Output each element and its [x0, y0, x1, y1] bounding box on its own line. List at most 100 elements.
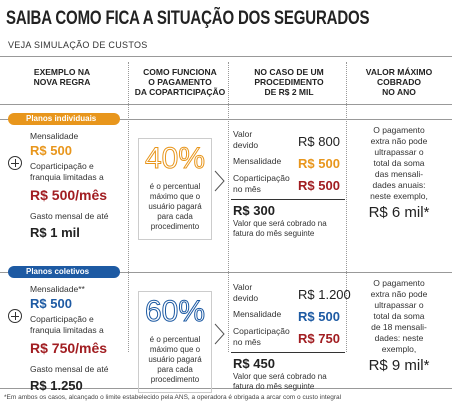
percent: 60%: [144, 295, 206, 328]
section-label: Planos individuais: [8, 113, 120, 125]
row-value: R$ 500: [298, 309, 340, 324]
arrow-icon: [214, 323, 225, 345]
percent: 40%: [144, 142, 206, 175]
row-value: R$ 750: [298, 331, 340, 346]
arrow-icon: [214, 170, 225, 192]
column-header: O PAGAMENTO: [148, 77, 212, 87]
row-label: no mês: [233, 184, 261, 194]
max-note: O pagamento: [373, 125, 425, 135]
row-label: Valor: [233, 282, 253, 292]
arrow: [214, 323, 226, 345]
footnote: *Em ambos os casos, alcançado o limite e…: [4, 394, 342, 401]
result-note: fatura do mês seguinte: [233, 382, 315, 391]
max-value: R$ 6 mil*: [368, 204, 430, 221]
result: R$ 450: [233, 356, 275, 371]
divider: [128, 62, 129, 352]
section-label: Planos coletivos: [8, 266, 120, 278]
row-label: no mês: [233, 337, 261, 347]
percent-note: para cada: [157, 212, 193, 221]
total-label: Gasto mensal de até: [30, 364, 109, 374]
max-note: dades anuais:: [372, 180, 426, 190]
plus-v: [15, 312, 16, 320]
max-note: neste exemplo,: [370, 191, 428, 201]
row-label: Mensalidade: [233, 156, 282, 166]
max-note: de 18 mensali-: [371, 322, 427, 332]
subtitle: VEJA SIMULAÇÃO DE CUSTOS: [8, 40, 148, 50]
plus-icon: [8, 156, 22, 170]
result-note: Valor que será cobrado na: [233, 219, 327, 228]
divider: [228, 62, 229, 352]
column-header: COBRADO: [377, 77, 421, 87]
column-header: PROCEDIMENTO: [254, 77, 324, 87]
limit-label: franquia limitadas a: [30, 172, 104, 182]
percent-note: usuário pagará: [148, 202, 202, 211]
limit-label: Coparticipação e: [30, 314, 94, 324]
section-line: [0, 119, 452, 120]
max-note: extra não pode: [370, 289, 428, 299]
example-rule: [231, 199, 345, 200]
rule: [0, 388, 452, 389]
percent-note: é o percentual: [149, 182, 201, 191]
max-note: extra não pode: [370, 136, 428, 146]
rule: [0, 56, 452, 57]
total-label: Gasto mensal de até: [30, 211, 109, 221]
percent-note: procedimento: [150, 222, 200, 231]
percent-note: máximo que o: [149, 345, 201, 354]
rule: [0, 104, 452, 105]
limit-label: Coparticipação e: [30, 161, 94, 171]
result: R$ 300: [233, 203, 275, 218]
section-line: [0, 272, 452, 273]
row-value: R$ 1.200: [298, 287, 351, 302]
max-note: total da soma: [373, 158, 425, 168]
example-rule: [231, 352, 345, 353]
max-note: ultrapassar o: [374, 300, 424, 310]
percent-note: é o percentual: [149, 335, 201, 344]
max-note: exemplo,: [381, 344, 417, 354]
percent-box: [138, 291, 212, 393]
column-header: COMO FUNCIONA: [143, 67, 217, 77]
percent-box: [138, 138, 212, 240]
total: R$ 1 mil: [30, 225, 80, 240]
row-label: devido: [233, 140, 259, 150]
fee-label: Mensalidade: [30, 131, 79, 141]
column-header: EXEMPLO NA: [33, 67, 91, 77]
max-note: O pagamento: [373, 278, 425, 288]
fee-label: Mensalidade**: [30, 284, 85, 294]
column-header: DA COPARTICIPAÇÃO: [134, 87, 226, 97]
limit: R$ 500/mês: [30, 187, 108, 203]
row-label: Valor: [233, 129, 253, 139]
row-value: R$ 500: [298, 178, 340, 193]
total: R$ 1.250: [30, 378, 83, 393]
row-label: Coparticipação: [233, 326, 290, 336]
plus-icon: [8, 309, 22, 323]
column-header: VALOR MÁXIMO: [365, 67, 433, 77]
plus-v: [15, 159, 16, 167]
divider: [346, 62, 347, 352]
max-note: dades: neste: [374, 333, 424, 343]
row-label: Mensalidade: [233, 309, 282, 319]
percent-note: máximo que o: [149, 192, 201, 201]
fee: R$ 500: [30, 143, 72, 158]
title: SAIBA COMO FICA A SITUAÇÃO DOS SEGURADOS: [6, 8, 370, 29]
max-value: R$ 9 mil*: [368, 357, 430, 374]
result-note: Valor que será cobrado na: [233, 372, 327, 381]
percent-note: procedimento: [150, 375, 200, 384]
row-value: R$ 500: [298, 156, 340, 171]
percent-note: para cada: [157, 365, 193, 374]
result-note: fatura do mês seguinte: [233, 229, 315, 238]
arrow: [214, 170, 226, 192]
row-label: devido: [233, 293, 259, 303]
limit-label: franquia limitadas a: [30, 325, 104, 335]
row-label: Coparticipação: [233, 173, 290, 183]
row-value: R$ 800: [298, 134, 340, 149]
column-header: DE R$ 2 MIL: [264, 87, 314, 97]
column-header: NO ANO: [382, 87, 416, 97]
column-header: NO CASO DE UM: [254, 67, 324, 77]
max-note: ultrapassar o: [374, 147, 424, 157]
max-note: total da soma: [373, 311, 425, 321]
percent-note: usuário pagará: [148, 355, 202, 364]
column-header: NOVA REGRA: [33, 77, 91, 87]
max-note: das mensali-: [374, 169, 424, 179]
limit: R$ 750/mês: [30, 340, 108, 356]
